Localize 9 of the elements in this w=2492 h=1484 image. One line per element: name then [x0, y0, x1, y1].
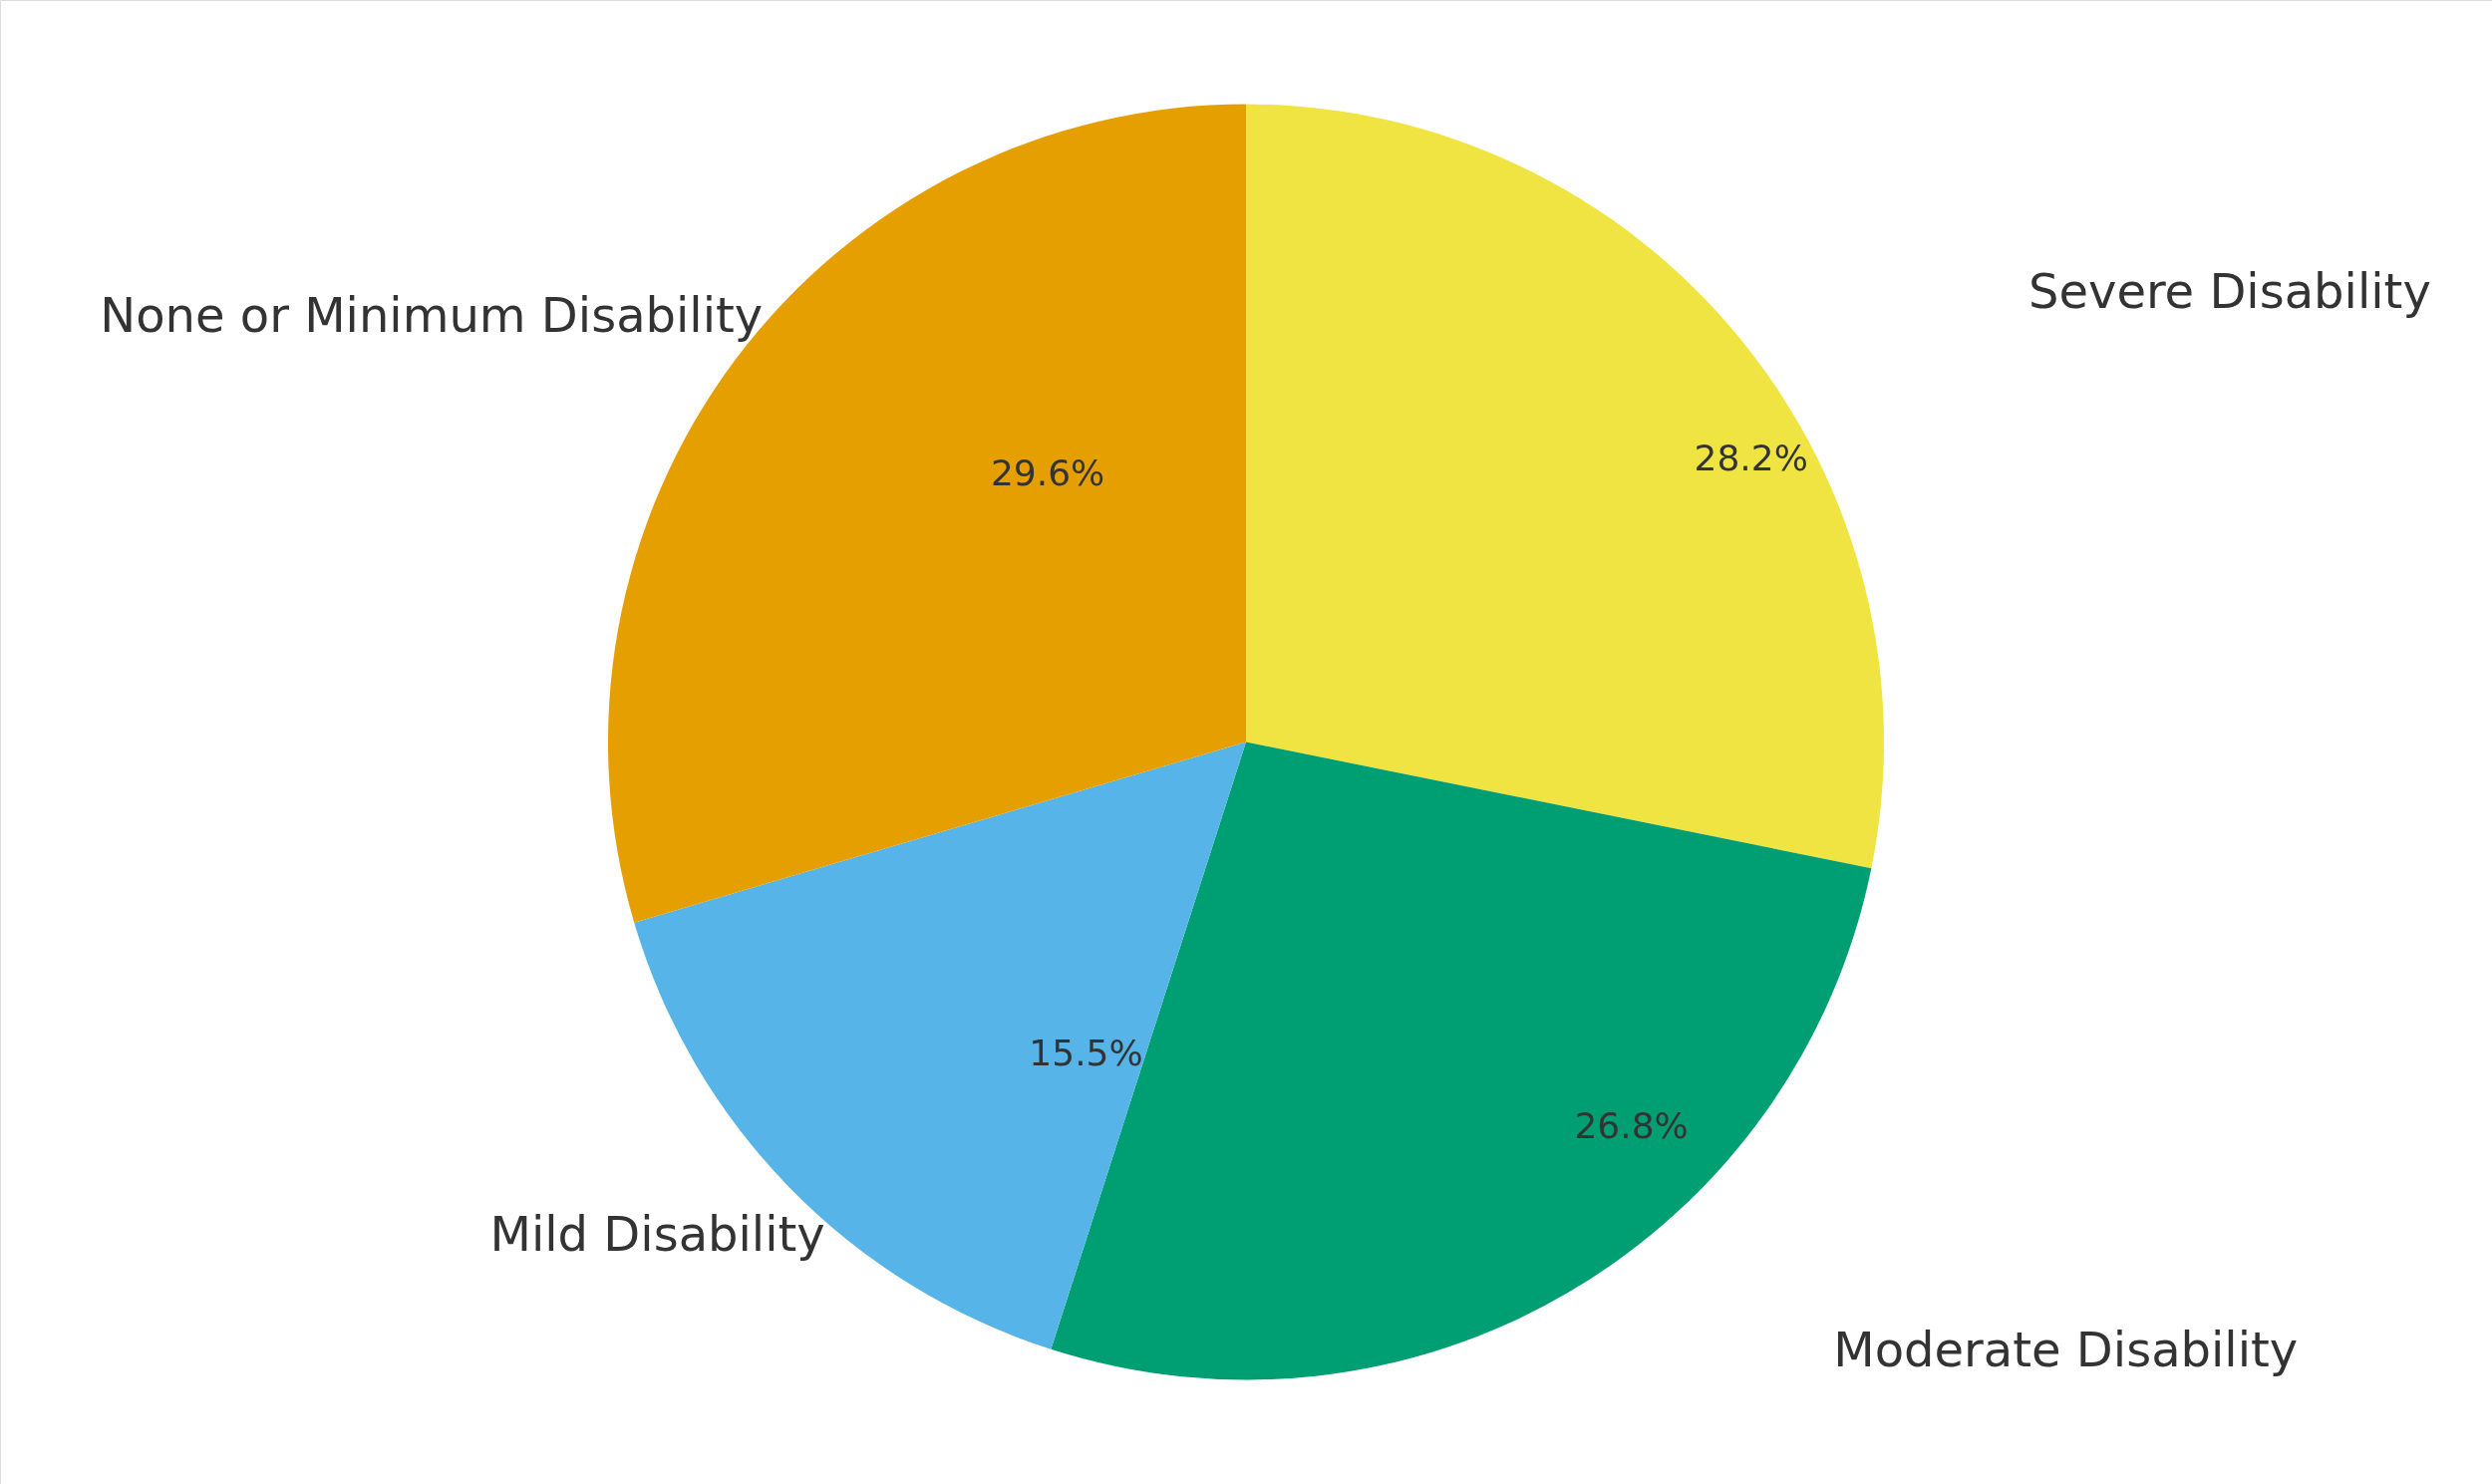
data-label: 15.5%	[1029, 1032, 1143, 1073]
data-label: 28.2%	[1694, 437, 1808, 478]
slice-label: Severe Disability	[2027, 262, 2431, 319]
slice-label: Moderate Disability	[1833, 1321, 2299, 1377]
pie-slice	[1246, 104, 1884, 869]
slice-label: None or Minimum Disability	[100, 287, 764, 344]
data-label: 29.6%	[990, 452, 1105, 494]
data-label: 26.8%	[1574, 1104, 1689, 1146]
slice-label: Mild Disability	[489, 1205, 825, 1262]
